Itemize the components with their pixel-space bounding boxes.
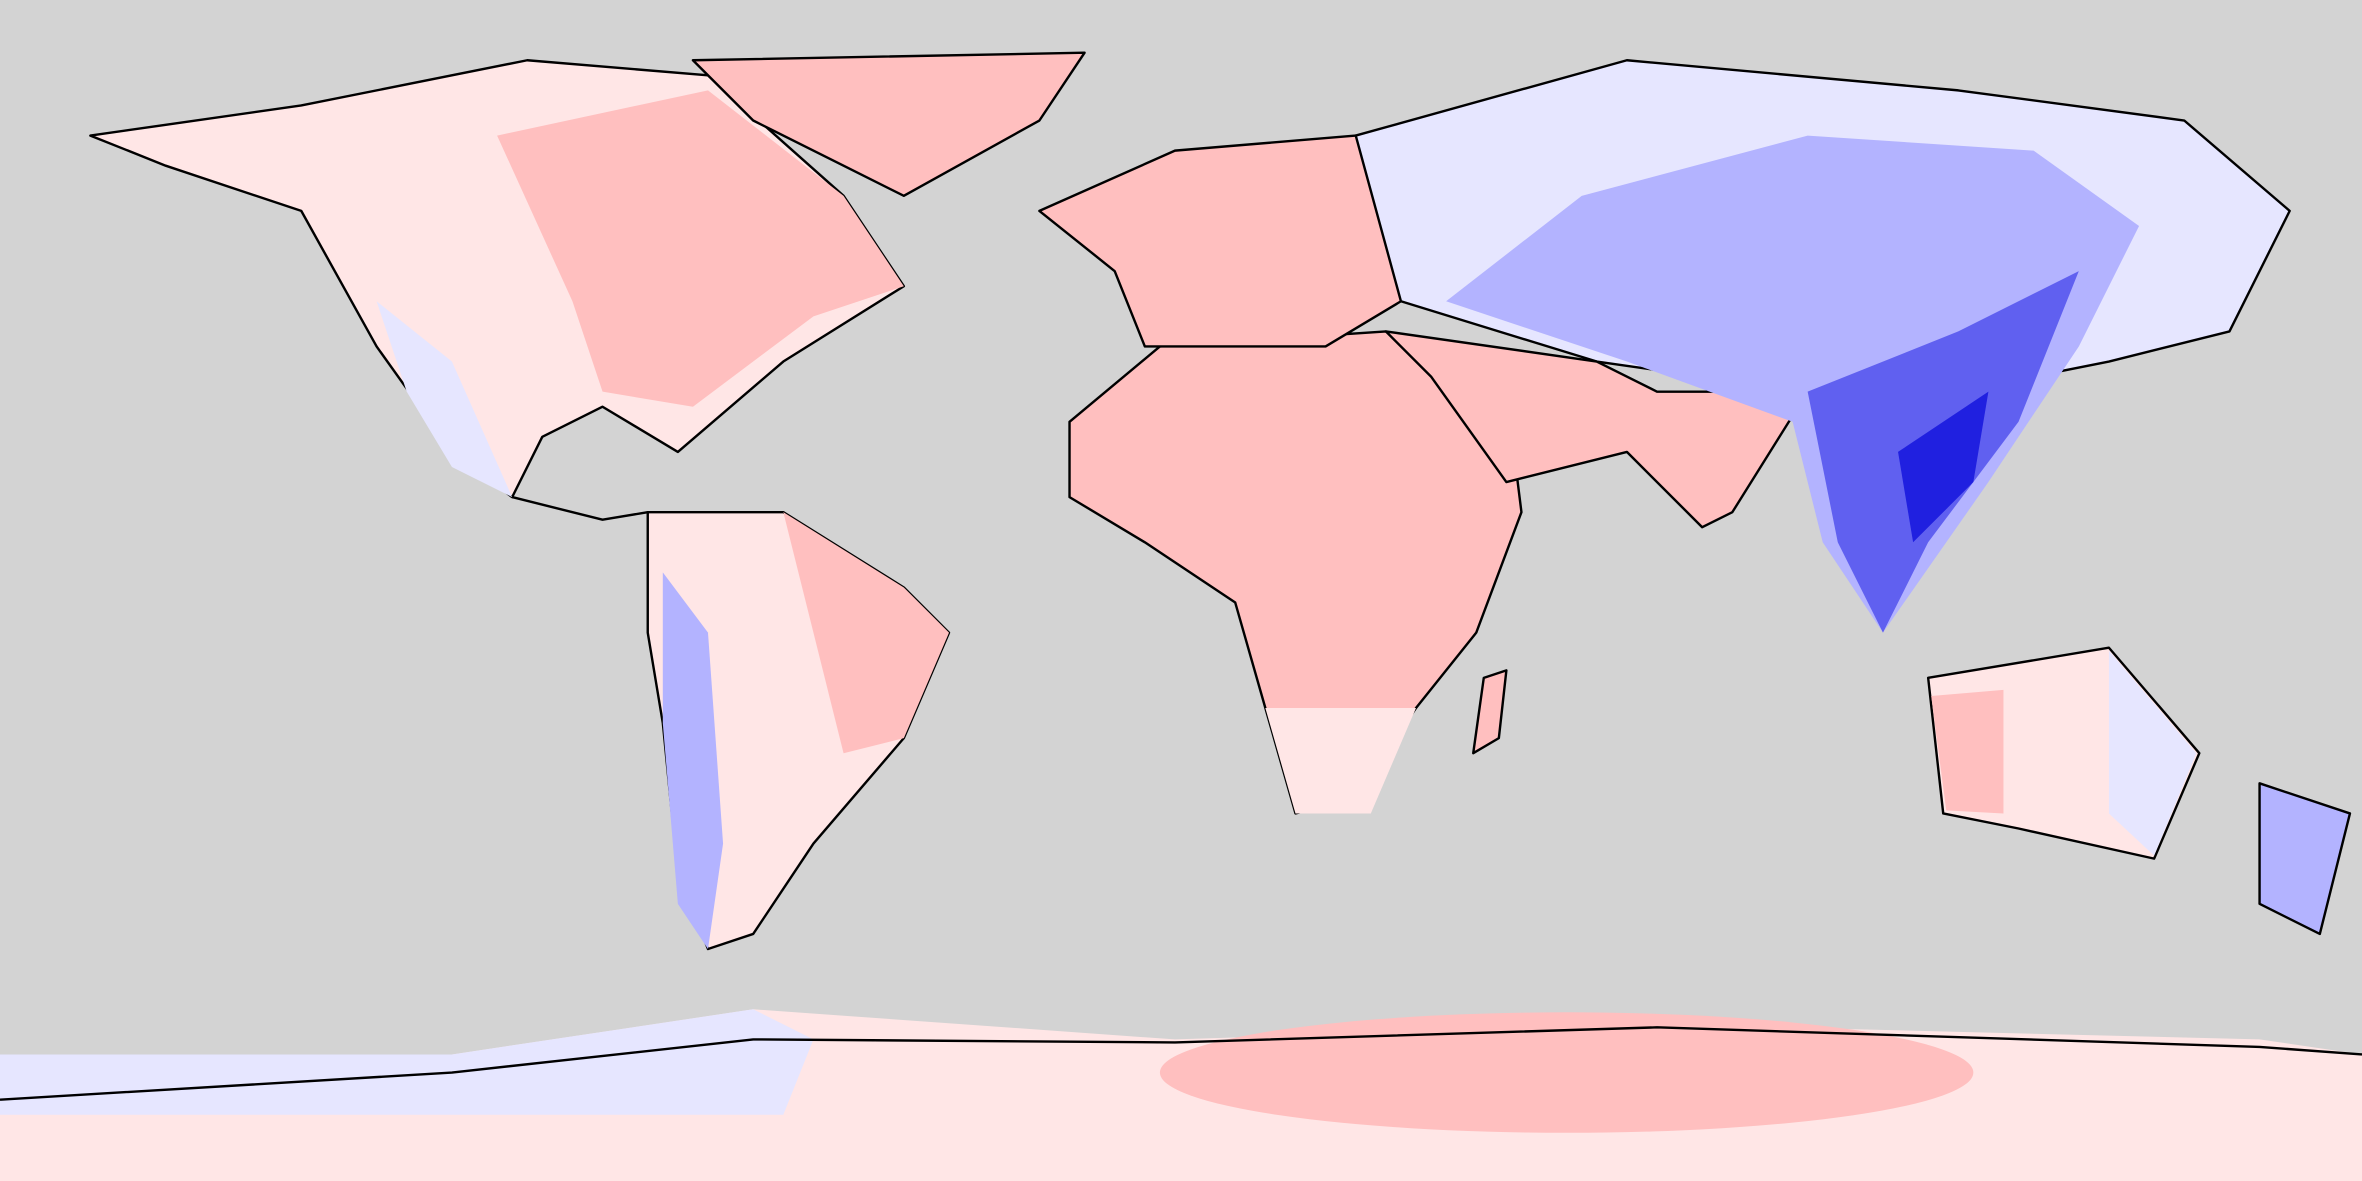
north-america [89, 59, 906, 544]
anomaly-warm [783, 512, 950, 754]
australia [1926, 646, 2201, 860]
africa [1068, 330, 1523, 815]
asia [1354, 59, 2291, 633]
anomaly-warm [497, 90, 904, 407]
new-zealand [2258, 782, 2352, 936]
anomaly-warm [1931, 689, 2004, 814]
anomaly-cool [376, 301, 513, 498]
madagascar [1472, 669, 1508, 755]
anomaly-cool [662, 572, 724, 950]
greenland [691, 51, 1086, 198]
anomaly-mild [1265, 707, 1416, 814]
anomaly-cool [2108, 650, 2197, 856]
antarctica [0, 1009, 2362, 1181]
anomaly-warm [1159, 1012, 1974, 1133]
south-america [646, 510, 951, 951]
coastline [0, 1026, 2362, 1101]
anomaly-cool [1446, 135, 2140, 633]
anomaly-coldest [1898, 391, 1989, 543]
middle-east-india [1384, 330, 1809, 529]
